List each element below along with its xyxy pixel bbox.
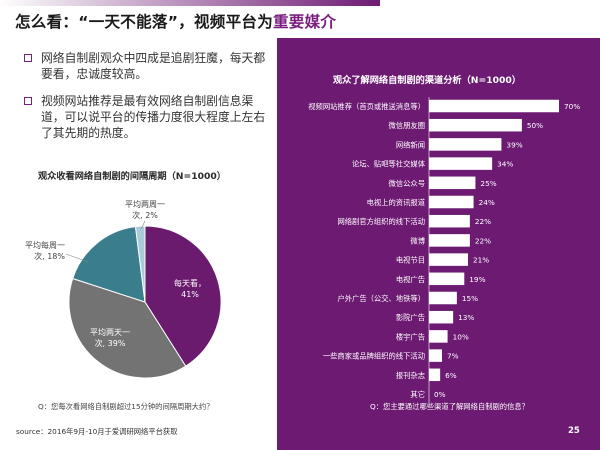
pie-slice-value-label: 次, 39% bbox=[95, 338, 126, 348]
bar-category-label: 微信公众号 bbox=[389, 179, 425, 188]
bar bbox=[429, 368, 441, 382]
bar-value-label: 70% bbox=[564, 102, 580, 111]
bar-category-label: 其它 bbox=[410, 390, 425, 399]
bar-category-label: 一些商家或品牌组织的线下活动 bbox=[323, 352, 425, 361]
bar-value-label: 24% bbox=[479, 198, 495, 207]
title-quote: “一天不能落” bbox=[78, 13, 179, 31]
bullet-item: 网络自制剧观众中四成是追剧狂魔，每天都要看，忠诚度较高。 bbox=[24, 50, 274, 82]
bar-category-label: 网络新闻 bbox=[396, 140, 425, 149]
bar-category-label: 论坛、贴吧等社交媒体 bbox=[352, 160, 426, 169]
bullet-list: 网络自制剧观众中四成是追剧狂魔，每天都要看，忠诚度较高。 视频网站推荐是最有效网… bbox=[24, 50, 274, 152]
bar-category-label: 电视广告 bbox=[396, 275, 425, 284]
bar bbox=[429, 291, 457, 305]
pie-chart-title: 观众收看网络自制剧的间隔周期（N=1000） bbox=[38, 171, 226, 182]
title-middle: ，视频平台为 bbox=[178, 13, 273, 31]
bar-value-label: 0% bbox=[434, 390, 446, 399]
bar-category-label: 微信朋友圈 bbox=[389, 121, 425, 130]
title-accent-bar bbox=[0, 0, 380, 6]
bar-category-label: 电视上的资讯报道 bbox=[367, 198, 426, 207]
bar-value-label: 15% bbox=[462, 294, 478, 303]
bar bbox=[429, 234, 470, 247]
pie-leader-line bbox=[140, 220, 146, 230]
title-highlight: 重要媒介 bbox=[273, 13, 337, 31]
bar-value-label: 7% bbox=[447, 352, 459, 361]
bar-value-label: 6% bbox=[445, 371, 457, 380]
bar-value-label: 50% bbox=[527, 121, 543, 130]
bar-category-label: 微博 bbox=[410, 236, 425, 245]
bar bbox=[429, 195, 474, 209]
pie-slice-label: 平均两周一 bbox=[125, 199, 165, 209]
pie-slice-value-label: 41% bbox=[181, 290, 199, 299]
bar-value-label: 39% bbox=[506, 140, 522, 149]
bar bbox=[429, 176, 476, 190]
bullet-item: 视频网站推荐是最有效网络自制剧信息渠道，可以说平台的传播力度很大程度上左右了其先… bbox=[24, 93, 274, 141]
bar-value-label: 21% bbox=[473, 256, 489, 265]
bar bbox=[429, 118, 522, 132]
bar-value-label: 13% bbox=[458, 313, 474, 322]
pie-slice bbox=[72, 226, 146, 303]
pie-leader-line bbox=[65, 253, 89, 263]
bar-value-label: 19% bbox=[469, 275, 485, 284]
pie-slice-label: 平均每周一 bbox=[25, 240, 65, 250]
pie-slice-label: 每天看， bbox=[174, 278, 206, 288]
bar-category-label: 电视节目 bbox=[396, 256, 425, 265]
bar bbox=[429, 272, 465, 286]
bar-value-label: 10% bbox=[453, 332, 469, 341]
title-bar: 怎么看：“一天不能落”，视频平台为重要媒介 bbox=[0, 0, 600, 38]
bar-category-label: 网络剧官方组织的线下活动 bbox=[337, 217, 425, 226]
bar bbox=[429, 157, 493, 170]
bar bbox=[429, 253, 468, 266]
pie-slice bbox=[134, 225, 146, 303]
pie-chart-question: Q：您每次看网络自制剧超过15分钟的间隔周期大约？ bbox=[38, 402, 214, 411]
bullet-text: 视频网站推荐是最有效网络自制剧信息渠道，可以说平台的传播力度很大程度上左右了其先… bbox=[41, 94, 266, 140]
bar bbox=[429, 214, 470, 228]
bar bbox=[429, 99, 559, 113]
source-note: source：2016年9月-10月于爱调研网络平台获取 bbox=[16, 427, 178, 436]
bar-category-label: 楼宇广告 bbox=[396, 332, 425, 341]
bar bbox=[429, 310, 454, 324]
page-number: 25 bbox=[568, 426, 580, 436]
page-title: 怎么看：“一天不能落”，视频平台为重要媒介 bbox=[15, 10, 336, 32]
bar-value-label: 25% bbox=[480, 179, 496, 188]
bullet-marker bbox=[24, 97, 32, 105]
bar bbox=[429, 138, 502, 151]
bullet-marker bbox=[24, 54, 32, 62]
bar-category-label: 报刊杂志 bbox=[396, 371, 425, 380]
title-prefix: 怎么看： bbox=[15, 13, 79, 31]
bar-value-label: 22% bbox=[475, 217, 491, 226]
bar-category-label: 影院广告 bbox=[396, 313, 425, 322]
pie-slice-label: 平均两天一 bbox=[90, 327, 130, 337]
bar-chart-question: Q：您主要通过哪些渠道了解网络自制剧的信息？ bbox=[370, 402, 529, 411]
pie-slice bbox=[68, 277, 187, 379]
bar bbox=[429, 349, 442, 362]
bar-value-label: 34% bbox=[497, 160, 513, 169]
bar-chart-title: 观众了解网络自制剧的渠道分析（N=1000） bbox=[333, 75, 521, 86]
pie-slice-value-label: 次, 18% bbox=[34, 251, 65, 261]
bar-category-label: 视频网站推荐（首页或推送消息等） bbox=[308, 102, 425, 111]
bar-category-label: 户外广告（公交、地铁等） bbox=[337, 294, 425, 303]
bullet-text: 网络自制剧观众中四成是追剧狂魔，每天都要看，忠诚度较高。 bbox=[41, 51, 266, 81]
pie-slice-value-label: 次, 2% bbox=[132, 210, 158, 220]
bar-value-label: 22% bbox=[475, 236, 491, 245]
bar bbox=[429, 330, 448, 343]
